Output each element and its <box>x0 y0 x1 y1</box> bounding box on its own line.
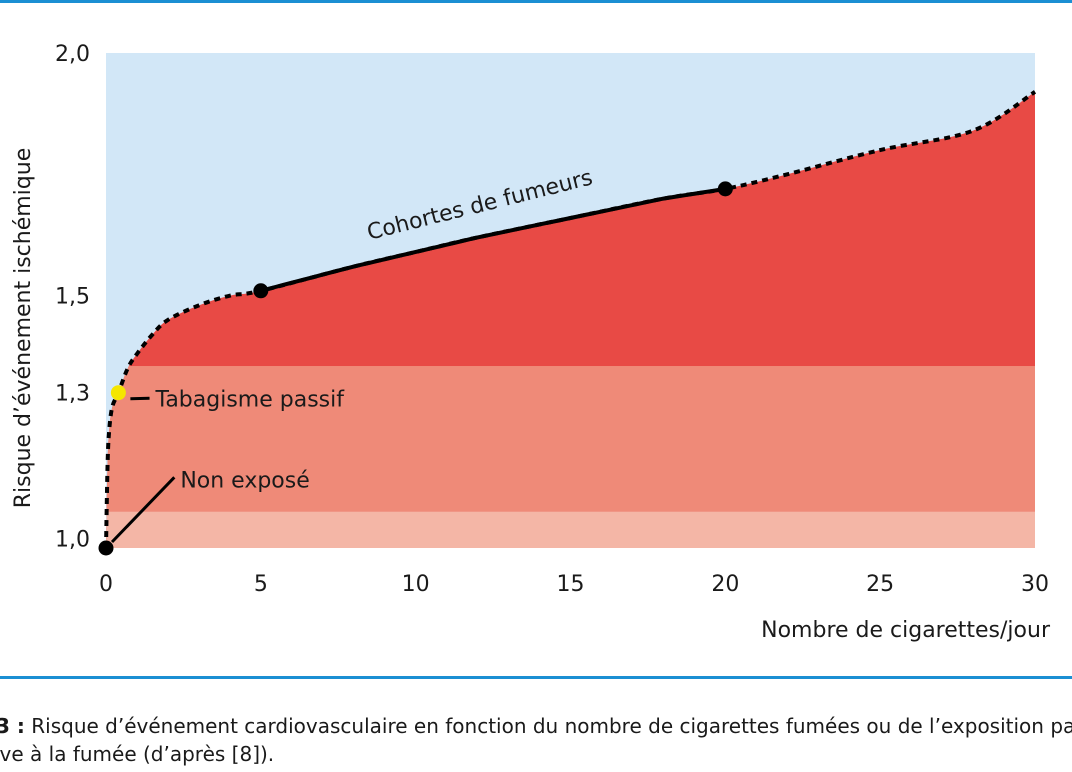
data-point-1 <box>110 385 126 401</box>
x-tick-0: 0 <box>99 572 113 597</box>
data-point-0 <box>98 540 114 556</box>
caption-text-1: Risque d’événement cardiovasculaire en f… <box>24 714 1072 738</box>
y-tick-1-0: 1,0 <box>55 527 90 552</box>
band-passive <box>106 366 1035 512</box>
label-non-exposed: Non exposé <box>180 468 309 493</box>
caption-label: 3 : <box>0 714 25 738</box>
x-tick-10: 10 <box>402 572 430 597</box>
bottom-rule <box>0 676 1072 679</box>
x-tick-25: 25 <box>866 572 894 597</box>
x-tick-5: 5 <box>254 572 268 597</box>
risk-chart: 0 5 10 15 20 25 301,01,31,52,0 Cohortes de fum… <box>11 42 1051 643</box>
label-passive: Tabagisme passif <box>155 387 346 412</box>
x-tick-20: 20 <box>711 572 739 597</box>
data-point-2 <box>253 283 269 299</box>
data-point-3 <box>717 181 733 197</box>
y-tick-2-0: 2,0 <box>55 42 90 67</box>
top-rule <box>0 0 1072 3</box>
y-tick-1-5: 1,5 <box>55 285 90 310</box>
y-tick-1-3: 1,3 <box>55 382 90 407</box>
label-non-exposed-leader <box>110 476 176 544</box>
caption-text-2: ive à la fumée (d’après [8]). <box>0 742 275 766</box>
band-non-exposed <box>106 511 1035 548</box>
caption-line-1: 3 : Risque d’événement cardiovasculaire … <box>0 712 1072 740</box>
x-tick-15: 15 <box>557 572 585 597</box>
figure-caption: 3 : Risque d’événement cardiovasculaire … <box>0 712 1072 768</box>
y-axis-label: Risque d’événement ischémique <box>11 148 36 509</box>
x-tick-30: 30 <box>1021 572 1049 597</box>
x-axis-label: Nombre de cigarettes/jour <box>761 618 1051 643</box>
